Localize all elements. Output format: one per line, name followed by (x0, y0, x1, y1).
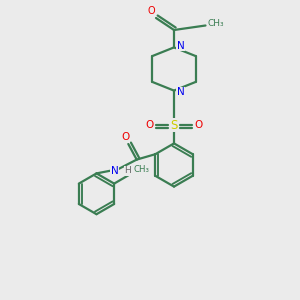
Text: CH₃: CH₃ (133, 165, 149, 174)
Text: O: O (194, 120, 203, 130)
Text: O: O (121, 132, 129, 142)
Text: N: N (111, 166, 119, 176)
Text: N: N (177, 87, 184, 97)
Text: H: H (124, 166, 131, 175)
Text: CH₃: CH₃ (208, 20, 224, 28)
Text: O: O (145, 120, 154, 130)
Text: O: O (148, 6, 155, 16)
Text: N: N (177, 41, 184, 51)
Text: S: S (170, 119, 178, 132)
